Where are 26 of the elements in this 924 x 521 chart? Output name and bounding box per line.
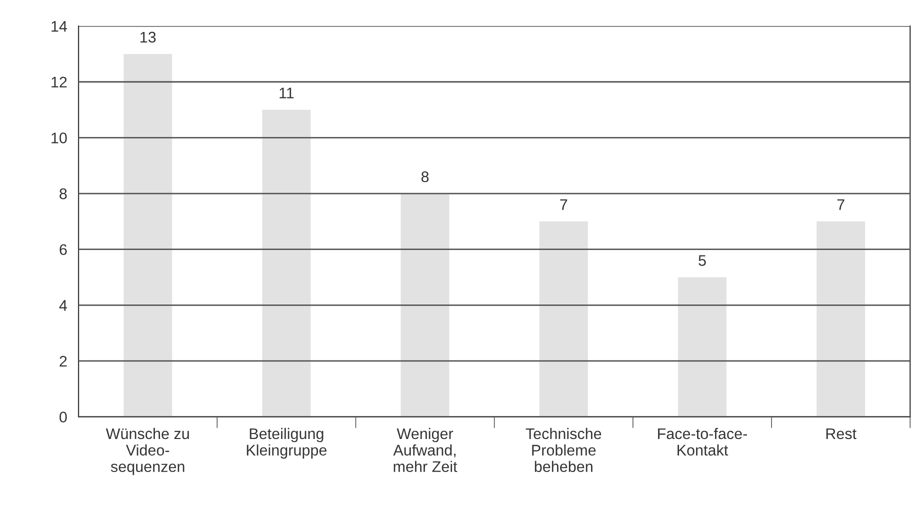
data-label: 13 xyxy=(140,32,156,43)
y-tick-label: 8 xyxy=(60,188,67,200)
bar xyxy=(124,54,172,417)
x-tick-label: Face-to-face- Kontakt xyxy=(658,428,747,456)
x-tick-label: Wünsche zu Video- sequenzen xyxy=(106,428,189,476)
y-tick-label: 10 xyxy=(52,132,67,144)
bar xyxy=(539,221,588,417)
data-label: 11 xyxy=(280,88,294,98)
y-tick-label: 2 xyxy=(60,356,67,367)
data-label: 7 xyxy=(837,199,844,210)
bar xyxy=(262,110,311,417)
y-tick-label: 14 xyxy=(52,21,67,32)
bar xyxy=(400,194,450,417)
bar xyxy=(816,221,866,417)
x-tick-label: Beteiligung Kleingruppe xyxy=(246,428,327,459)
x-tick-label: Technische Probleme beheben xyxy=(526,428,602,472)
data-label: 7 xyxy=(560,199,568,210)
x-tick-label: Rest xyxy=(826,428,856,440)
data-label: 5 xyxy=(698,255,706,266)
data-label: 8 xyxy=(421,171,429,182)
bar xyxy=(678,277,726,417)
y-tick-label: 0 xyxy=(60,412,67,422)
x-tick-label: Weniger Aufwand, mehr Zeit xyxy=(393,428,458,472)
y-tick-label: 6 xyxy=(60,244,67,256)
y-tick-label: 12 xyxy=(52,76,67,88)
y-tick-label: 4 xyxy=(59,300,67,311)
